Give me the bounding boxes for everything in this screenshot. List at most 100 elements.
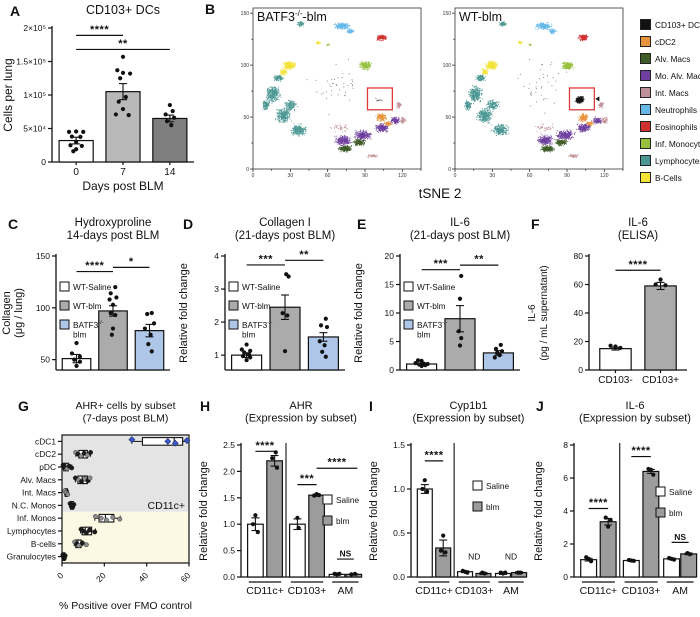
svg-text:BATF3-/-: BATF3-/-	[242, 320, 273, 330]
svg-text:ND: ND	[505, 551, 517, 561]
svg-text:AM: AM	[338, 585, 354, 597]
legend-item: Lymphocytes	[640, 152, 700, 169]
svg-text:CD103+: CD103+	[288, 585, 327, 597]
chart-collagen1: Collagen I(21-days post BLM) Relative fol…	[178, 217, 345, 371]
legend-label: CD103+ DCs	[655, 19, 700, 30]
svg-text:Int. Macs: Int. Macs	[22, 488, 56, 498]
legend-label: B-Cells	[655, 172, 682, 183]
tsne-x-axis-label: tSNE 2	[418, 186, 462, 201]
legend-item: B-Cells	[640, 169, 700, 186]
svg-text:**: **	[299, 249, 309, 261]
svg-text:Hydroxyproline: Hydroxyproline	[75, 217, 152, 229]
svg-text:blm: blm	[242, 330, 255, 340]
svg-text:150: 150	[36, 251, 50, 261]
legend-label: Neutrophils	[655, 104, 697, 115]
chart-ahr-boxplot: AHR+ cells by subset(7-days post BLM) 0 20…	[7, 400, 193, 612]
legend-swatch	[640, 70, 651, 81]
svg-text:5×10⁴: 5×10⁴	[23, 124, 46, 134]
svg-text:50: 50	[41, 355, 51, 365]
legend-item: Int. Macs	[640, 84, 700, 101]
panel-label-g: G	[18, 398, 29, 414]
svg-text:WT-blm: WT-blm	[73, 301, 102, 311]
svg-text:2.5: 2.5	[223, 440, 235, 450]
svg-text:blm: blm	[73, 330, 86, 340]
panel-label-c: C	[8, 216, 19, 232]
svg-text:1×10⁵: 1×10⁵	[23, 90, 46, 100]
svg-text:20: 20	[385, 251, 395, 261]
svg-text:14: 14	[164, 167, 176, 178]
svg-text:blm: blm	[417, 330, 430, 340]
svg-text:1.5×10⁵: 1.5×10⁵	[16, 57, 46, 67]
svg-text:(ELISA): (ELISA)	[618, 230, 658, 242]
svg-text:Relative fold change: Relative fold change	[178, 263, 190, 363]
svg-text:Alv. Macs: Alv. Macs	[20, 475, 56, 485]
svg-text:3: 3	[214, 284, 219, 294]
svg-text:AHR+ cells by subset: AHR+ cells by subset	[75, 400, 175, 412]
legend-item: Alv. Macs	[640, 50, 700, 67]
svg-text:AM: AM	[672, 585, 688, 597]
svg-text:CD103+: CD103+	[622, 585, 661, 597]
svg-text:***: ***	[259, 253, 274, 265]
panel-label-f: F	[531, 216, 540, 232]
svg-text:****: ****	[255, 440, 274, 452]
svg-text:Relative fold change: Relative fold change	[353, 263, 365, 363]
svg-text:**: **	[118, 38, 128, 50]
legend-item: CD103+ DCs	[640, 16, 700, 33]
svg-text:Collagen I: Collagen I	[259, 217, 311, 229]
chart-il6-expression: IL-6(Expression by subset) Relative fold …	[533, 400, 698, 597]
legend-swatch	[640, 172, 651, 183]
legend-label: Lymphocytes	[655, 155, 700, 166]
legend-item: Neutrophils	[640, 101, 700, 118]
panel-label-d: D	[183, 216, 194, 232]
legend-label: Inf. Monocytes	[655, 138, 700, 149]
legend-swatch	[640, 104, 651, 115]
svg-text:cDC1: cDC1	[35, 436, 56, 446]
svg-text:***: ***	[434, 258, 449, 270]
svg-text:7: 7	[120, 167, 126, 178]
svg-text:Saline: Saline	[336, 495, 359, 505]
svg-text:2×10⁵: 2×10⁵	[23, 23, 46, 33]
svg-text:1.0: 1.0	[223, 519, 235, 529]
svg-text:0: 0	[41, 157, 46, 167]
svg-text:CD11c+: CD11c+	[415, 585, 452, 597]
svg-text:2: 2	[214, 317, 219, 327]
legend-item: Mo. Alv. Macs	[640, 67, 700, 84]
panel-label-a: A	[10, 3, 21, 19]
svg-text:Saline: Saline	[669, 487, 692, 497]
legend-label: Int. Macs	[655, 87, 689, 98]
tsne-plot-batf3-blm	[235, 4, 425, 189]
panel-label-b: B	[205, 1, 216, 17]
svg-text:40: 40	[136, 570, 150, 584]
svg-text:NS: NS	[339, 549, 351, 559]
svg-text:blm: blm	[336, 516, 349, 526]
legend-label: Mo. Alv. Macs	[655, 70, 700, 81]
tsne-legend: CD103+ DCs cDC2 Alv. Macs Mo. Alv. Macs Int.…	[640, 16, 700, 186]
svg-text:IL-6: IL-6	[527, 304, 538, 322]
svg-text:pDC: pDC	[39, 462, 56, 472]
panel-label-h: H	[200, 398, 211, 414]
svg-text:1.5: 1.5	[393, 440, 405, 450]
legend-swatch	[640, 87, 651, 98]
chart-ahr-expression: AHR(Expression by subset) Relative fold c…	[198, 400, 363, 597]
svg-text:BATF3-/-: BATF3-/-	[73, 320, 104, 330]
svg-text:****: ****	[628, 259, 647, 271]
legend-swatch	[640, 53, 651, 64]
svg-text:IL-6: IL-6	[450, 217, 470, 229]
svg-text:****: ****	[327, 457, 346, 469]
tsne-plot-wt-blm	[437, 4, 627, 189]
svg-text:Collagen: Collagen	[1, 291, 13, 334]
svg-text:20: 20	[574, 337, 584, 347]
svg-text:20: 20	[94, 570, 108, 584]
svg-text:****: ****	[90, 24, 109, 36]
svg-text:Lymphocytes: Lymphocytes	[7, 526, 56, 536]
svg-text:blm: blm	[486, 502, 499, 512]
svg-text:1.5: 1.5	[223, 493, 235, 503]
svg-text:AHR: AHR	[289, 400, 312, 412]
svg-text:****: ****	[632, 445, 651, 457]
svg-text:Saline: Saline	[486, 481, 509, 491]
svg-text:(7-days post BLM): (7-days post BLM)	[83, 413, 169, 425]
svg-text:0.5: 0.5	[393, 528, 405, 538]
panel-label-e: E	[357, 216, 367, 232]
svg-text:0: 0	[563, 572, 568, 582]
